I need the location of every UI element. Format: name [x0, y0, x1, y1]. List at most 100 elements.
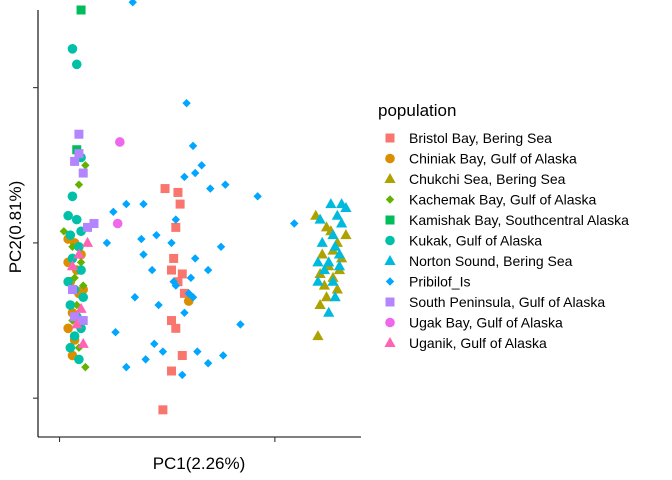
data-point [67, 44, 78, 54]
legend-key [384, 173, 396, 183]
data-point [190, 254, 200, 263]
plot-points [59, 0, 352, 415]
data-point [65, 342, 76, 353]
data-point [180, 308, 189, 317]
data-point [316, 236, 328, 247]
data-point [221, 180, 230, 189]
data-point [65, 300, 76, 310]
data-point [76, 5, 86, 15]
data-point [327, 275, 339, 286]
data-point [173, 187, 183, 197]
data-point [158, 405, 168, 415]
data-point [236, 320, 245, 329]
legend-label: Kachemak Bay, Gulf of Alaska [409, 192, 596, 208]
legend-item: Bristol Bay, Bering Sea [385, 130, 552, 146]
legend-label: Uganik, Gulf of Alaska [409, 335, 547, 351]
legend-item: Ugak Bay, Gulf of Alaska [385, 315, 563, 331]
data-point [167, 265, 177, 275]
legend-item: Kachemak Bay, Gulf of Alaska [385, 192, 596, 208]
legend-label: Chukchi Sea, Bering Sea [409, 171, 566, 187]
data-point [312, 256, 324, 267]
data-point [74, 241, 84, 252]
data-point [130, 293, 140, 302]
data-point [158, 347, 168, 356]
data-point [331, 283, 343, 294]
data-point [336, 217, 348, 228]
data-point [78, 168, 88, 178]
legend-label: Ugak Bay, Gulf of Alaska [409, 315, 563, 331]
data-point [74, 129, 84, 139]
data-point [141, 355, 150, 364]
data-point [193, 347, 202, 356]
data-point [68, 242, 77, 251]
data-point [154, 300, 163, 310]
data-point [112, 218, 123, 229]
data-point [327, 229, 339, 240]
legend-title: population [378, 101, 456, 120]
data-point [340, 229, 352, 240]
legend-label: Chiniak Bay, Gulf of Alaska [409, 151, 577, 167]
data-point [178, 370, 187, 380]
legend-key [385, 195, 395, 204]
legend-key [385, 133, 395, 143]
data-point [79, 281, 88, 290]
data-point [173, 277, 183, 287]
data-point [76, 258, 86, 267]
data-point [74, 149, 84, 159]
data-point [177, 269, 187, 279]
data-point [78, 292, 89, 303]
data-point [65, 230, 76, 240]
data-point [316, 248, 328, 259]
legend-item: Uganik, Gulf of Alaska [384, 335, 547, 351]
data-point [179, 288, 189, 298]
data-point [122, 199, 131, 209]
data-point [325, 198, 337, 209]
data-point [180, 172, 189, 182]
data-point [76, 265, 86, 275]
legend-key [384, 255, 396, 265]
data-point [177, 350, 187, 360]
data-point [171, 222, 181, 232]
data-point [74, 354, 84, 365]
data-point [147, 265, 157, 275]
data-point [171, 215, 181, 224]
data-point [318, 279, 330, 290]
legend-label: Kukak, Gulf of Alaska [409, 233, 542, 249]
data-point [83, 222, 93, 232]
data-point [160, 184, 170, 194]
data-point [152, 230, 161, 240]
legend-key [385, 215, 395, 225]
data-point [102, 238, 112, 248]
data-point [314, 213, 326, 224]
data-point [186, 273, 196, 283]
legend-key [385, 235, 395, 246]
legend-key [385, 297, 395, 307]
legend: population Bristol Bay, Bering Sea Chinia… [378, 101, 629, 351]
data-point [74, 180, 84, 189]
legend-item: Chukchi Sea, Bering Sea [384, 171, 566, 187]
legend-key [385, 277, 395, 286]
data-point [290, 219, 299, 228]
data-point [63, 323, 73, 334]
data-point [312, 330, 324, 341]
data-point [175, 199, 185, 209]
y-axis-title: PC2(0.81%) [6, 181, 25, 274]
y-ticks [33, 87, 38, 399]
data-point [122, 362, 131, 372]
data-point [81, 362, 90, 372]
legend-key [385, 317, 395, 328]
legend-item: Chiniak Bay, Gulf of Alaska [385, 151, 577, 167]
x-ticks [58, 437, 276, 442]
data-point [81, 236, 94, 247]
data-point [67, 284, 77, 294]
data-point [70, 312, 80, 322]
data-point [167, 238, 176, 248]
data-point [323, 256, 335, 267]
data-point [333, 260, 346, 271]
data-point [323, 306, 335, 317]
data-point [71, 318, 83, 329]
legend-label: Kamishak Bay, Southcentral Alaska [409, 212, 629, 228]
data-point [329, 291, 341, 302]
data-point [320, 291, 333, 302]
